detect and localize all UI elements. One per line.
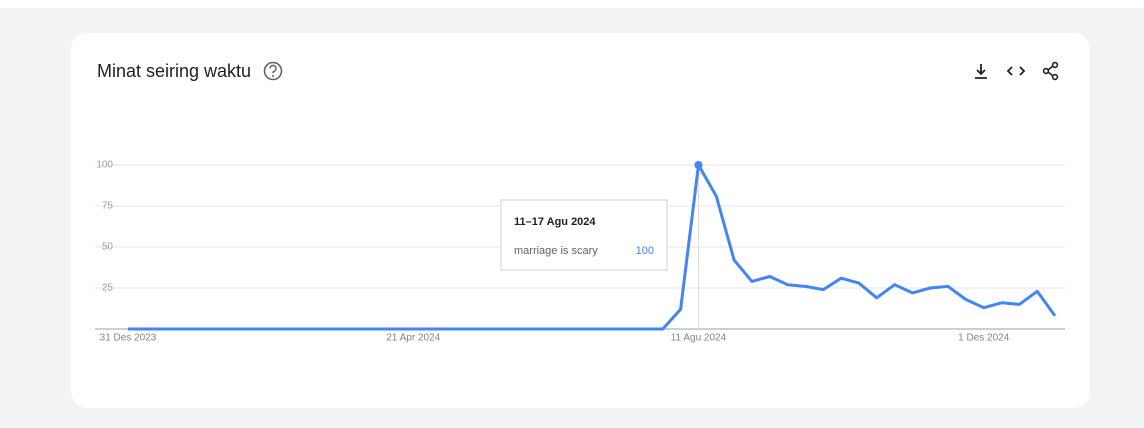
embed-icon[interactable] — [1006, 66, 1026, 76]
tooltip-box — [500, 199, 668, 271]
tooltip: 11–17 Agu 2024 marriage is scary 100 — [500, 199, 668, 271]
hover-dot — [694, 161, 703, 169]
tooltip-value: 100 — [636, 245, 654, 257]
series-line — [128, 163, 1057, 331]
y-tick-label: 100 — [96, 160, 113, 171]
y-tick-label: 75 — [102, 201, 114, 212]
tooltip-title: 11–17 Agu 2024 — [514, 216, 596, 228]
y-tick-label: 25 — [102, 283, 114, 294]
y-tick-label: 50 — [102, 242, 114, 253]
top-strip — [0, 0, 1144, 8]
x-tick-label: 21 Apr 2024 — [386, 333, 440, 344]
download-icon[interactable] — [975, 64, 987, 79]
x-tick-label: 31 Des 2023 — [100, 333, 157, 344]
chart-title: Minat seiring waktu — [97, 61, 251, 81]
x-tick-label: 1 Des 2024 — [958, 333, 1010, 344]
share-icon[interactable] — [1042, 61, 1059, 81]
tooltip-series: marriage is scary — [514, 245, 598, 257]
help-icon[interactable] — [263, 61, 283, 81]
x-tick-label: 11 Agu 2024 — [671, 333, 727, 344]
